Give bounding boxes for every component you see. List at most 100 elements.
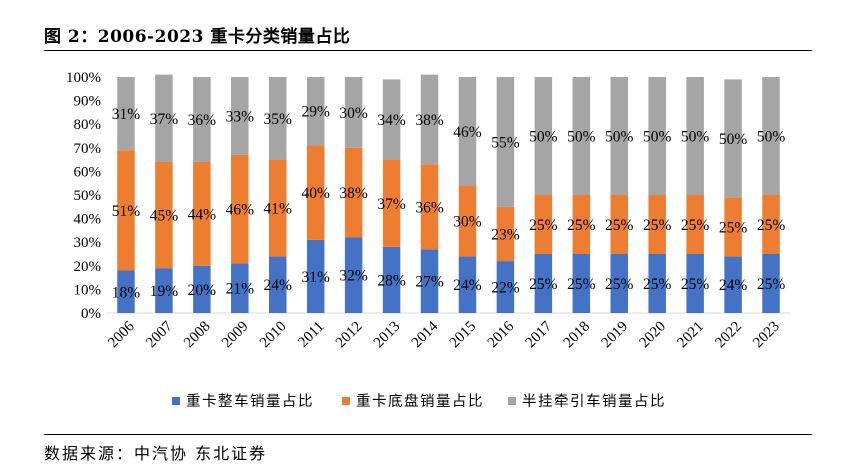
- source-rule: [44, 434, 812, 435]
- data-label: 24%: [719, 277, 748, 294]
- y-tick-label: 40%: [74, 212, 102, 228]
- bar-segment: [344, 147, 363, 238]
- data-label: 40%: [301, 185, 330, 202]
- bar-segment: [496, 77, 515, 207]
- legend-label: 重卡底盘销量占比: [356, 392, 484, 410]
- bar-segment: [420, 164, 439, 250]
- bar-segment: [344, 77, 363, 148]
- bar-segment: [686, 254, 704, 313]
- data-label: 38%: [339, 185, 368, 202]
- y-tick-label: 0%: [81, 306, 101, 322]
- source-text: 中汽协 东北证券: [134, 444, 268, 463]
- data-label: 29%: [301, 104, 330, 121]
- bar-segment: [686, 77, 704, 195]
- bar-segment: [231, 77, 249, 155]
- data-label: 33%: [226, 108, 255, 125]
- bar-segment: [306, 77, 325, 146]
- y-tick-label: 30%: [74, 235, 102, 251]
- bar-segment: [724, 197, 742, 257]
- data-label: 50%: [605, 129, 634, 146]
- bar-segment: [382, 79, 401, 160]
- bar-segment: [382, 159, 401, 247]
- bar-segment: [193, 77, 211, 162]
- data-label: 25%: [681, 276, 710, 293]
- data-label: 34%: [377, 112, 406, 129]
- x-tick-label: 2021: [674, 319, 707, 352]
- data-label: 37%: [377, 196, 406, 213]
- bar-segment: [231, 263, 249, 313]
- bar-segment: [610, 77, 628, 195]
- bar-segment: [610, 195, 628, 254]
- data-label: 25%: [719, 219, 748, 236]
- x-tick-label: 2019: [599, 319, 632, 352]
- data-label: 36%: [415, 199, 444, 216]
- legend-label: 半挂牵引车销量占比: [522, 393, 666, 410]
- bar-segment: [117, 270, 135, 313]
- data-label: 19%: [150, 283, 179, 300]
- data-label: 23%: [491, 226, 520, 243]
- legend-label: 重卡整车销量占比: [186, 393, 314, 410]
- data-label: 24%: [453, 277, 482, 294]
- bar-segment: [762, 195, 780, 254]
- x-tick-label: 2020: [636, 319, 669, 352]
- bar-segment: [458, 77, 477, 186]
- legend-swatch: [342, 397, 350, 405]
- data-label: 50%: [719, 131, 748, 148]
- bar-segment: [686, 195, 704, 254]
- y-tick-label: 80%: [74, 117, 102, 133]
- plot-area: 0% 10% 20% 30% 40% 50% 60% 70% 80% 90% 100% 18% 51% 3…: [66, 70, 790, 351]
- bar-segment: [648, 195, 666, 254]
- y-tick-label: 100%: [66, 70, 101, 86]
- x-tick-label: 2017: [523, 318, 556, 351]
- data-label: 25%: [757, 276, 786, 293]
- bar-segment: [572, 195, 591, 254]
- data-label: 28%: [377, 272, 406, 289]
- bar-segment: [269, 77, 287, 160]
- x-tick-label: 2011: [295, 319, 327, 351]
- data-label: 36%: [188, 112, 217, 129]
- bar-segment: [762, 77, 780, 195]
- data-label: 50%: [757, 129, 786, 146]
- bar-segment: [458, 185, 477, 257]
- data-label: 27%: [415, 274, 444, 291]
- x-tick-label: 2006: [105, 318, 138, 351]
- data-label: 51%: [112, 203, 141, 220]
- bar-segment: [724, 256, 742, 313]
- legend-swatch: [508, 397, 516, 405]
- bar-segment: [155, 161, 173, 269]
- data-label: 20%: [188, 282, 217, 299]
- data-label: 25%: [643, 217, 672, 234]
- x-tick-label: 2014: [409, 318, 442, 351]
- bar-segment: [117, 77, 135, 151]
- data-label: 30%: [453, 213, 482, 230]
- data-label: 30%: [339, 105, 368, 122]
- data-label: 37%: [150, 111, 179, 128]
- legend: 重卡整车销量占比 重卡底盘销量占比 半挂牵引车销量占比: [172, 392, 666, 410]
- x-tick-label: 2015: [447, 319, 480, 352]
- bar-segment: [572, 77, 591, 195]
- data-label: 41%: [264, 200, 293, 217]
- bar-segment: [534, 77, 553, 195]
- data-label: 55%: [491, 134, 520, 151]
- x-tick-label: 2009: [219, 319, 252, 352]
- bar-segment: [269, 256, 287, 313]
- bar-segment: [610, 254, 628, 313]
- data-label: 50%: [567, 129, 596, 146]
- legend-swatch: [172, 397, 180, 405]
- data-label: 44%: [188, 206, 217, 223]
- bar-segment: [496, 206, 515, 262]
- data-label: 18%: [112, 284, 141, 301]
- data-label: 38%: [415, 112, 444, 129]
- source-label: 数据来源：: [44, 444, 135, 463]
- bar-segment: [344, 237, 363, 313]
- data-label: 35%: [264, 111, 293, 128]
- x-tick-label: 2022: [712, 319, 745, 352]
- bar-segment: [231, 154, 249, 264]
- data-label: 50%: [681, 129, 710, 146]
- data-label: 46%: [453, 124, 482, 141]
- data-label: 25%: [529, 276, 558, 293]
- bar-segment: [269, 159, 287, 257]
- data-label: 50%: [643, 129, 672, 146]
- y-tick-label: 50%: [74, 188, 102, 204]
- data-label: 46%: [226, 202, 255, 219]
